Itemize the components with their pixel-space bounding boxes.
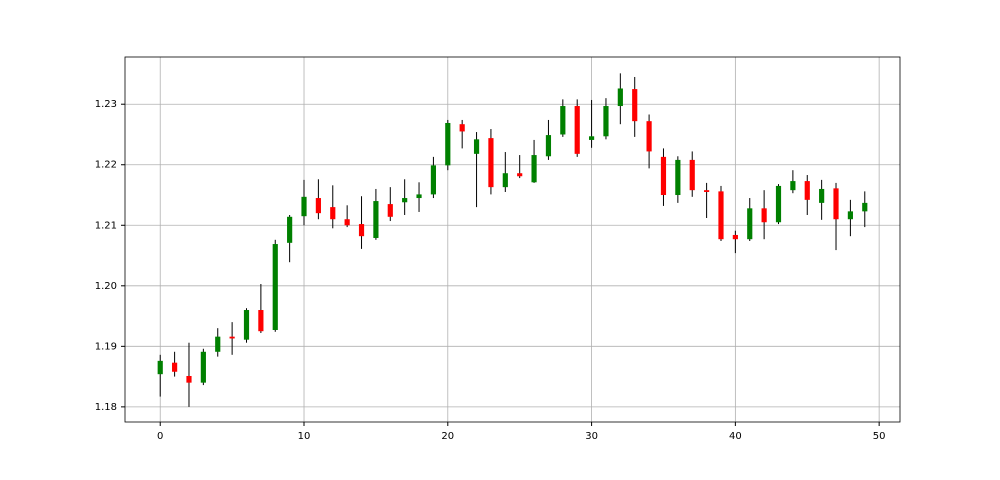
candle-body [387,204,393,217]
y-tick-label: 1.18 [95,402,117,413]
candle-body [732,234,738,240]
candle-body [430,165,437,195]
y-tick-label: 1.22 [95,160,117,171]
x-tick-label: 50 [873,431,886,442]
candle-body [704,190,710,192]
candle-body [718,191,724,240]
candle-body [689,159,695,191]
candle-body [445,122,451,166]
candle-body [790,181,796,191]
candle-body [775,185,782,223]
candle-body [315,198,321,214]
plot-area [125,57,900,422]
candle-body [862,202,868,212]
candle-body [588,136,595,140]
candle-body [617,88,623,107]
candle-body [502,173,508,188]
candle-body [847,211,853,220]
candle-body [560,106,566,135]
candle-body [287,216,293,243]
x-tick-label: 0 [157,431,163,442]
x-tick-label: 20 [441,431,454,442]
candle-body [172,362,178,372]
candle-body [574,106,580,154]
plot-layer [125,57,900,422]
candle-body [833,188,839,220]
plot-frame [124,56,901,423]
candle-body [675,159,681,196]
x-tick-label: 10 [298,431,311,442]
candle-body [272,244,278,330]
candle-body [473,139,480,154]
candle-body [761,208,767,223]
candle-body [301,196,307,217]
candle-body [258,310,264,332]
candle-body [344,219,350,226]
y-tick-label: 1.21 [95,220,117,231]
x-tick-label: 40 [729,431,742,442]
candle-body [819,188,825,203]
candle-body [488,138,494,188]
candle-body [646,121,652,152]
candle-body [545,135,552,157]
candle-body [243,310,250,340]
candle-body [603,106,609,137]
x-tick-label: 30 [585,431,598,442]
y-tick-label: 1.20 [95,281,117,292]
candle-body [186,375,192,383]
candle-body [373,201,379,238]
y-tick-label: 1.23 [95,99,117,110]
candle-body [416,194,422,199]
candle-body [358,224,365,237]
y-tick-label: 1.19 [95,341,117,352]
candle-body [531,155,537,183]
candle-body [215,336,221,352]
candle-body [157,360,163,375]
candle-body [229,336,235,339]
candle-body [402,198,408,203]
candle-body [660,156,667,196]
candle-body [517,173,523,177]
candle-body [200,351,206,383]
candle-body [804,181,810,200]
candle-body [459,124,465,132]
candle-body [330,207,336,220]
candle-body [747,208,753,240]
candle-body [632,89,638,122]
